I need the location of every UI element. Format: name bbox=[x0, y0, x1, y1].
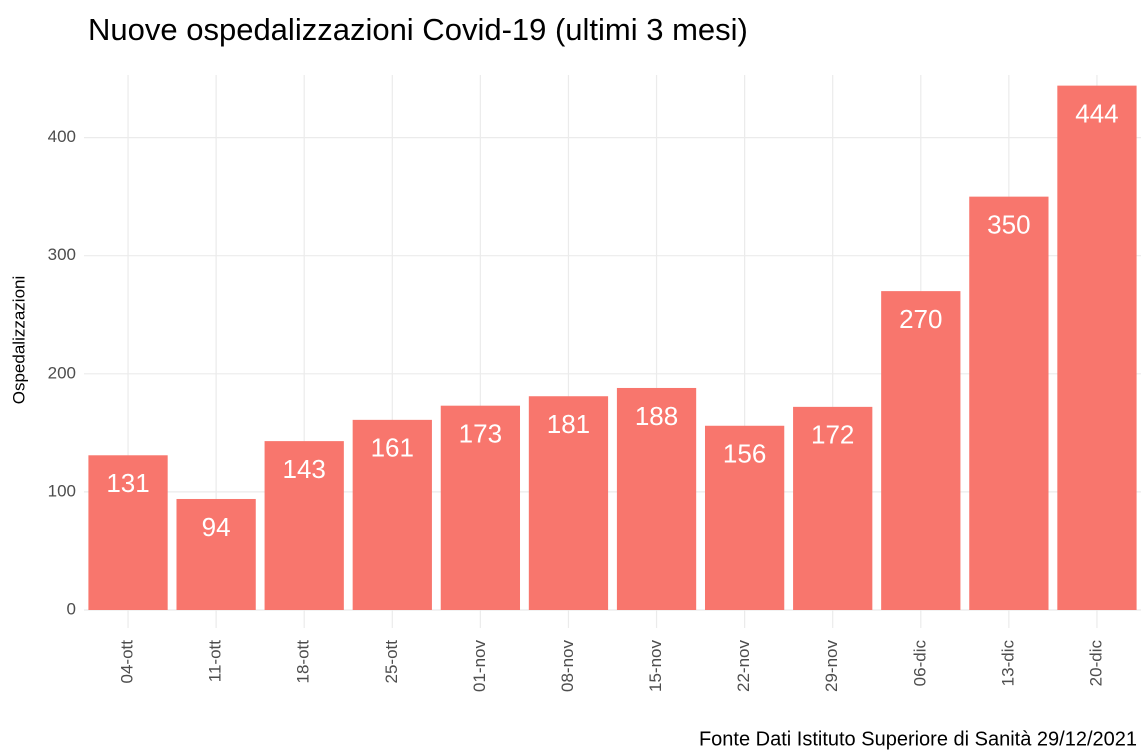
y-tick-label: 0 bbox=[67, 599, 76, 618]
x-tick-label: 20-dic bbox=[1086, 640, 1105, 687]
value-label: 173 bbox=[459, 419, 502, 449]
value-label: 188 bbox=[635, 401, 678, 431]
bar bbox=[704, 425, 785, 610]
chart-title: Nuove ospedalizzazioni Covid-19 (ultimi … bbox=[88, 12, 748, 47]
y-tick-label: 300 bbox=[48, 245, 76, 264]
x-tick-label: 22-nov bbox=[734, 640, 753, 692]
value-label: 172 bbox=[811, 420, 854, 450]
x-tick-label: 18-ott bbox=[294, 640, 313, 684]
bar bbox=[440, 405, 521, 610]
bar bbox=[969, 196, 1049, 610]
value-label: 270 bbox=[899, 304, 942, 334]
x-tick-label: 06-dic bbox=[910, 640, 929, 687]
y-tick-label: 200 bbox=[48, 363, 76, 382]
value-label: 131 bbox=[106, 468, 149, 498]
value-label: 161 bbox=[371, 433, 414, 463]
x-tick-label: 04-ott bbox=[118, 640, 137, 684]
x-tick-label: 01-nov bbox=[470, 640, 489, 692]
x-tick-label: 08-nov bbox=[558, 640, 577, 692]
bar bbox=[88, 455, 168, 610]
bar bbox=[352, 419, 432, 610]
x-tick-label: 13-dic bbox=[998, 640, 1017, 687]
value-label: 143 bbox=[283, 454, 326, 484]
x-tick-label: 11-ott bbox=[206, 640, 225, 682]
value-label: 350 bbox=[987, 210, 1030, 240]
x-tick-label: 15-nov bbox=[646, 640, 665, 692]
value-label: 444 bbox=[1075, 99, 1118, 129]
bar bbox=[793, 406, 873, 610]
value-label: 181 bbox=[547, 409, 590, 439]
y-axis-label: Ospedalizzazioni bbox=[9, 276, 28, 405]
x-tick-label: 29-nov bbox=[822, 640, 841, 692]
value-label: 94 bbox=[202, 512, 231, 542]
bar bbox=[176, 498, 256, 610]
caption: Fonte Dati Istituto Superiore di Sanità … bbox=[699, 728, 1137, 750]
bar bbox=[616, 387, 697, 610]
y-tick-label: 400 bbox=[48, 127, 76, 146]
bar bbox=[264, 441, 344, 610]
bar bbox=[528, 396, 609, 610]
y-tick-label: 100 bbox=[48, 481, 76, 500]
value-label: 156 bbox=[723, 439, 766, 469]
bar bbox=[881, 291, 961, 610]
x-tick-label: 25-ott bbox=[382, 640, 401, 684]
bar bbox=[1057, 85, 1137, 610]
